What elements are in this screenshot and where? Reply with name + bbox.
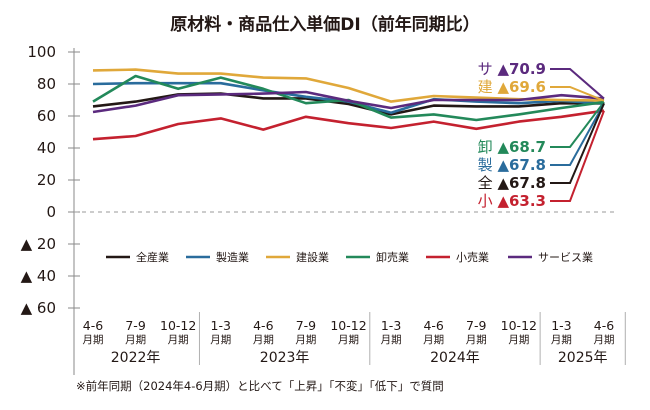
x-tick-sublabel: 月期 — [466, 334, 487, 346]
x-tick-sublabel: 月期 — [551, 334, 572, 346]
legend: 全産業 製造業 建設業 卸売業 小売業 サービス業 — [106, 250, 593, 264]
x-year-label: 2022年 — [111, 350, 161, 366]
x-tick-sublabel: 月期 — [253, 334, 274, 346]
annotation-label: 全 ▲67.8 — [478, 174, 546, 192]
x-year-label: 2024年 — [430, 350, 480, 366]
x-tick-label: 1-3 — [211, 318, 231, 333]
x-axis: 4-6月期7-9月期10-12月期1-3月期4-6月期7-9月期10-12月期1… — [83, 312, 626, 366]
annotation-label: 小 ▲63.3 — [478, 192, 546, 210]
legend-label: 全産業 — [136, 250, 169, 264]
x-tick-sublabel: 月期 — [338, 334, 359, 346]
series-line-サ — [92, 90, 605, 114]
annotation-label: サ ▲70.9 — [478, 60, 546, 78]
legend-label: サービス業 — [538, 251, 593, 264]
x-tick-label: 10-12 — [501, 318, 537, 333]
x-tick-sublabel: 月期 — [423, 334, 444, 346]
y-tick-label: 20 — [37, 171, 56, 189]
y-tick-label: ▲ 20 — [21, 235, 56, 253]
y-tick-label: 60 — [37, 107, 56, 125]
x-tick-sublabel: 月期 — [168, 334, 189, 346]
series-line-小 — [92, 109, 605, 141]
annotation-leader-サ — [550, 68, 605, 100]
legend-label: 卸売業 — [376, 250, 409, 264]
x-tick-label: 1-3 — [381, 318, 401, 333]
y-tick-label: 40 — [37, 139, 56, 157]
x-year-label: 2023年 — [260, 350, 310, 366]
y-tick-label: ▲ 40 — [21, 267, 56, 285]
x-tick-label: 4-6 — [83, 318, 103, 333]
x-tick-sublabel: 月期 — [508, 334, 529, 346]
x-tick-label: 4-6 — [253, 318, 273, 333]
x-tick-label: 7-9 — [125, 318, 145, 333]
end-annotations: サ ▲70.9建 ▲69.6 卸 ▲68.7製 ▲67.8全 ▲67.8小 ▲63… — [478, 60, 605, 210]
x-tick-label: 7-9 — [466, 318, 486, 333]
x-tick-sublabel: 月期 — [210, 334, 231, 346]
legend-label: 製造業 — [216, 250, 249, 264]
x-tick-label: 1-3 — [551, 318, 571, 333]
y-tick-label: ▲ 60 — [21, 299, 56, 317]
x-tick-sublabel: 月期 — [594, 334, 615, 346]
annotation-label: 製 ▲67.8 — [478, 156, 546, 174]
x-tick-sublabel: 月期 — [125, 334, 146, 346]
x-tick-sublabel: 月期 — [381, 334, 402, 346]
series-lines — [92, 68, 605, 141]
annotation-label: 建 ▲69.6 — [478, 78, 546, 96]
x-tick-label: 7-9 — [296, 318, 316, 333]
y-tick-label: 0 — [46, 203, 56, 221]
legend-label: 小売業 — [456, 251, 489, 264]
y-tick-label: 80 — [37, 75, 56, 93]
x-tick-label: 4-6 — [423, 318, 443, 333]
annotation-leader-卸 — [550, 101, 605, 148]
x-year-label: 2025年 — [558, 350, 608, 366]
annotation-label: 卸 ▲68.7 — [478, 138, 546, 156]
annotation-leader-全 — [550, 103, 605, 184]
annotation-leader-製 — [550, 103, 605, 166]
x-tick-label: 10-12 — [160, 318, 196, 333]
x-tick-sublabel: 月期 — [295, 334, 316, 346]
legend-label: 建設業 — [296, 250, 329, 264]
annotation-leader-建 — [550, 86, 605, 102]
chart-title: 原材料・商品仕入単価DI（前年同期比） — [170, 14, 479, 35]
y-tick-label: 100 — [27, 43, 56, 61]
x-tick-label: 4-6 — [594, 318, 614, 333]
x-tick-label: 10-12 — [330, 318, 366, 333]
axes: 100 80 60 40 20 0 ▲ 20 ▲ 40 ▲ 60 — [21, 43, 615, 375]
footnote: ※前年同期（2024年4-6月期）と比べて「上昇」「不変」「低下」で質問 — [76, 379, 444, 393]
x-tick-sublabel: 月期 — [83, 334, 104, 346]
annotation-leader-小 — [550, 110, 605, 202]
